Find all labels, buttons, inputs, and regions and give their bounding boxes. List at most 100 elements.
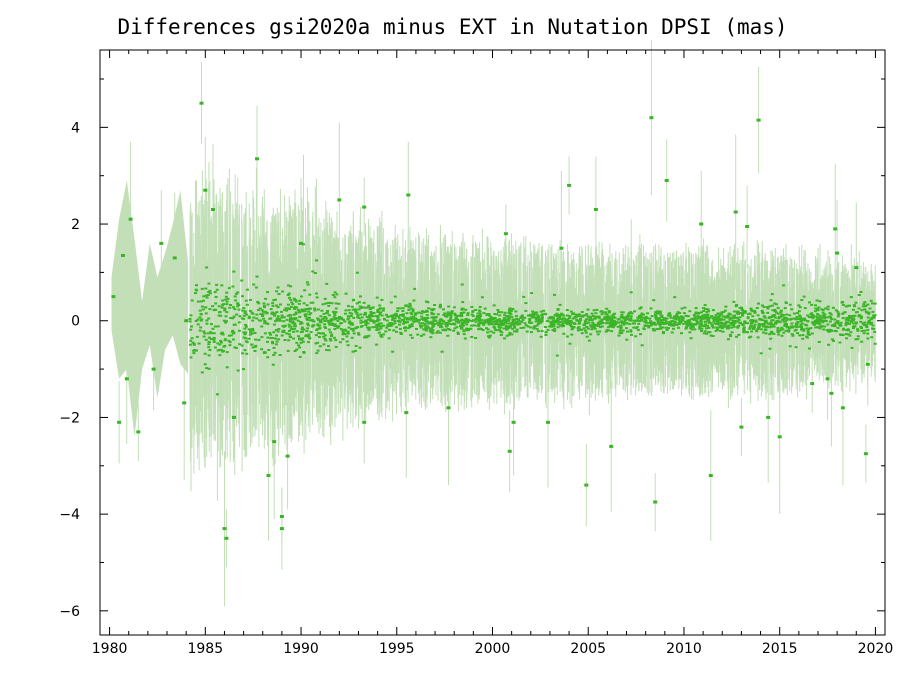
data-point (477, 322, 481, 325)
data-point (271, 337, 275, 339)
data-point (528, 319, 532, 322)
data-point (333, 296, 337, 299)
data-point (742, 326, 746, 329)
data-point (427, 307, 431, 310)
data-point (288, 325, 292, 328)
data-point (641, 316, 645, 319)
data-point (377, 322, 381, 325)
data-point (497, 325, 501, 328)
data-point (569, 310, 573, 313)
data-point (335, 293, 339, 296)
data-point (795, 316, 799, 319)
data-point (424, 319, 427, 321)
data-point (436, 330, 440, 333)
data-point (394, 326, 398, 329)
data-point (611, 326, 615, 329)
data-point (524, 309, 528, 312)
data-point (368, 317, 372, 320)
data-point (735, 335, 739, 338)
data-point (308, 336, 312, 339)
data-point (649, 307, 653, 310)
data-point (783, 323, 787, 326)
data-point (662, 317, 666, 320)
data-point (448, 328, 452, 331)
data-point (730, 331, 734, 334)
data-point (359, 306, 363, 309)
data-point (418, 322, 422, 325)
data-point (207, 291, 211, 293)
data-point (368, 315, 372, 318)
data-point (515, 320, 519, 323)
data-point (833, 323, 836, 326)
data-point (664, 326, 668, 329)
data-point (840, 301, 844, 304)
data-point (408, 324, 412, 327)
data-point (654, 318, 658, 321)
data-point (465, 327, 469, 330)
data-point (410, 317, 414, 320)
data-point (673, 296, 677, 299)
data-point (536, 330, 540, 333)
data-point (327, 349, 331, 352)
data-point (481, 329, 485, 331)
data-point (471, 315, 475, 317)
data-point (511, 327, 515, 330)
data-point (203, 332, 207, 335)
data-point (368, 314, 372, 317)
data-point (498, 328, 501, 331)
data-point (287, 333, 291, 336)
data-point (703, 304, 707, 307)
data-point (597, 321, 601, 324)
data-point (227, 339, 231, 342)
data-point (523, 322, 527, 325)
data-point (198, 309, 202, 312)
data-point (378, 304, 382, 307)
data-point (715, 326, 719, 329)
data-point (688, 320, 692, 322)
chart-title: Differences gsi2020a minus EXT in Nutati… (117, 15, 788, 39)
data-point (707, 320, 711, 322)
data-point (535, 324, 539, 327)
data-point (770, 332, 774, 335)
data-point (599, 310, 603, 313)
data-point (585, 313, 589, 316)
data-point (419, 326, 423, 329)
data-point (372, 312, 376, 315)
data-point (658, 310, 662, 313)
data-point (294, 300, 298, 303)
data-point (210, 323, 213, 326)
data-point (300, 322, 304, 325)
data-point (323, 297, 327, 300)
data-point (421, 310, 424, 313)
data-point (488, 334, 492, 337)
data-point (666, 322, 670, 325)
data-point (394, 315, 398, 318)
data-point (486, 328, 490, 331)
data-point (241, 352, 245, 355)
data-point (444, 314, 447, 317)
data-point (204, 312, 208, 315)
data-point (244, 331, 248, 334)
data-point (286, 294, 290, 296)
data-point (202, 295, 206, 298)
data-point (399, 333, 403, 335)
data-point (854, 321, 858, 324)
data-point (601, 311, 605, 314)
data-point (826, 308, 830, 311)
data-point (647, 326, 651, 329)
data-point (465, 323, 469, 326)
data-point (231, 285, 235, 288)
data-point (225, 303, 229, 306)
data-point (520, 320, 524, 323)
data-point (540, 316, 544, 319)
data-point (690, 324, 694, 326)
data-point (351, 329, 355, 332)
data-point (583, 322, 587, 325)
data-point (596, 333, 600, 336)
data-point (245, 288, 249, 291)
data-point (836, 310, 840, 313)
data-point (338, 341, 342, 344)
data-point (821, 320, 825, 322)
data-point (805, 335, 809, 338)
data-point (689, 337, 693, 340)
